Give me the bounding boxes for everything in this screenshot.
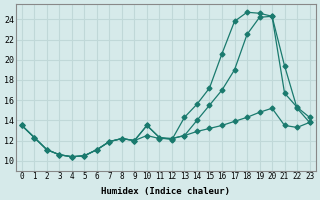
X-axis label: Humidex (Indice chaleur): Humidex (Indice chaleur) [101, 187, 230, 196]
